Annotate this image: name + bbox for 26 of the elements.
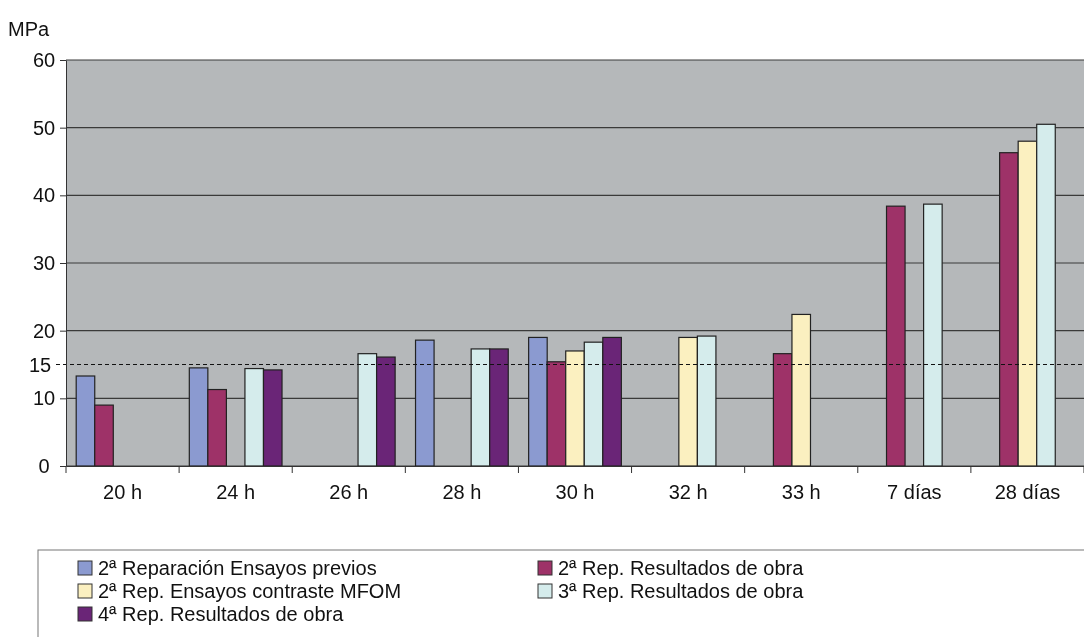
y-tick-label: 10 [32, 387, 56, 410]
legend-label: 2ª Rep. Resultados de obra [558, 557, 805, 579]
legend-label: 4ª Rep. Resultados de obra [98, 603, 345, 625]
bar [885, 205, 906, 467]
y-tick-label: 0 [38, 454, 50, 477]
x-tick-label: 30 h [555, 481, 595, 503]
x-tick-label: 33 h [781, 481, 821, 503]
y-tick-label: 40 [32, 184, 56, 207]
bar [923, 203, 943, 467]
legend-label: 3ª Rep. Resultados de obra [558, 580, 805, 602]
y-tick-label: 20 [32, 319, 56, 342]
x-tick-label: 24 h [216, 481, 256, 503]
ref-line-label: 15 [28, 353, 52, 376]
x-tick-label: 26 h [329, 481, 369, 503]
x-tick-label: 32 h [668, 481, 708, 503]
x-tick-label: 7 días [887, 481, 942, 503]
x-tick-label: 28 días [994, 481, 1061, 503]
y-tick-label: 30 [32, 251, 56, 274]
legend-label: 2ª Reparación Ensayos previos [98, 557, 377, 579]
bar [414, 339, 435, 467]
x-tick-label: 28 h [442, 481, 482, 503]
y-tick-label: 60 [32, 48, 56, 71]
x-tick-label: 20 h [103, 481, 143, 503]
y-axis-title: MPa [8, 18, 50, 40]
legend-label: 2ª Rep. Ensayos contraste MFOM [98, 580, 402, 602]
y-tick-label: 50 [32, 116, 56, 139]
